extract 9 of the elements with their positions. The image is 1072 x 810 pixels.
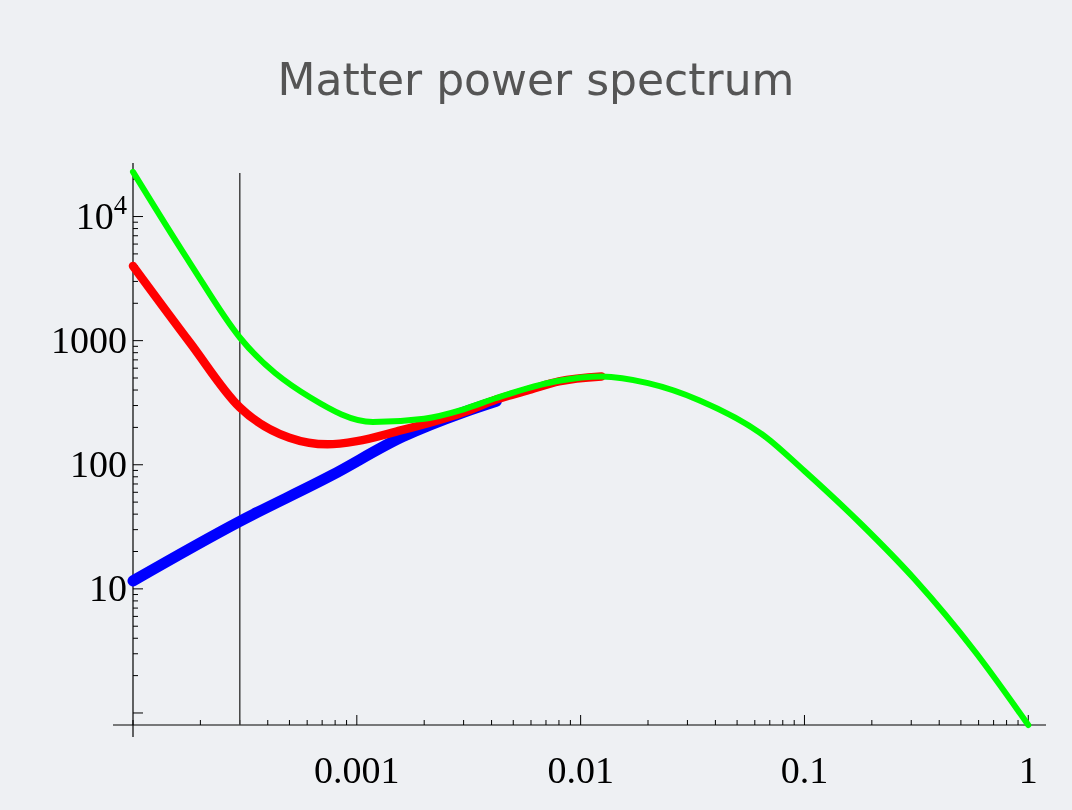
y-tick-label: 10$^{4}$: [75, 189, 127, 237]
x-tick-label: 1: [1018, 749, 1038, 791]
y-tick-label: 1000: [51, 318, 127, 361]
x-tick-label: 0.001: [314, 749, 400, 791]
y-tick-label: 100: [70, 442, 127, 485]
x-tick-label: 0.1: [780, 749, 829, 791]
chart-title: Matter power spectrum: [277, 54, 795, 105]
y-tick-label: 10: [89, 566, 127, 609]
x-tick-label: 0.01: [547, 749, 614, 791]
